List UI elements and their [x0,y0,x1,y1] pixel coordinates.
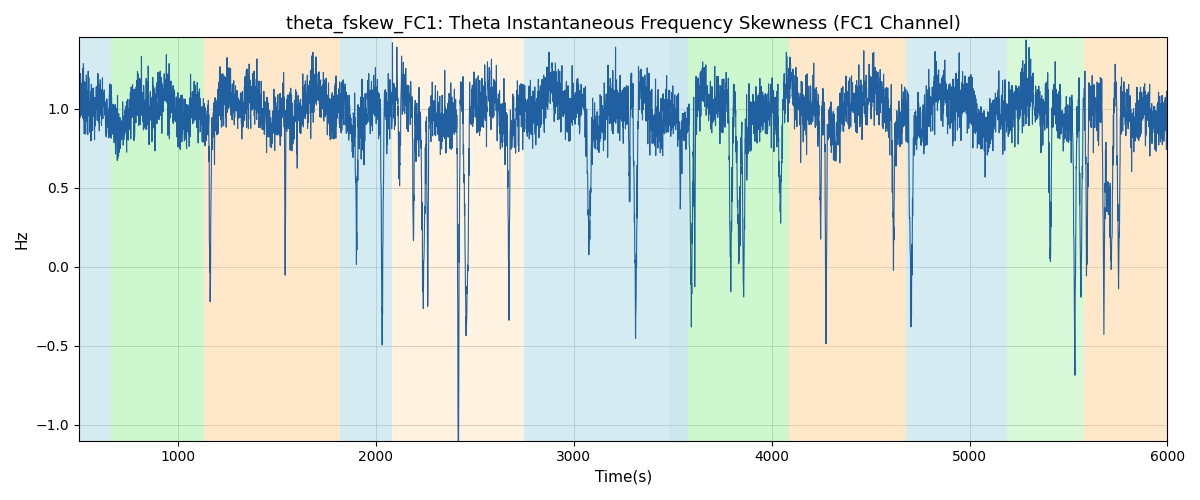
Bar [110,38,204,440]
Bar [906,38,1007,440]
Title: theta_fskew_FC1: Theta Instantaneous Frequency Skewness (FC1 Channel): theta_fskew_FC1: Theta Instantaneous Fre… [286,15,961,34]
Bar [790,38,906,440]
Bar [79,38,110,440]
Bar [668,38,689,440]
Bar [204,38,340,440]
X-axis label: Time(s): Time(s) [594,470,652,485]
Y-axis label: Hz: Hz [14,230,30,249]
Bar [689,38,790,440]
Bar [391,38,524,440]
Bar [340,38,391,440]
Bar [524,38,668,440]
Bar [1085,38,1168,440]
Bar [1007,38,1085,440]
